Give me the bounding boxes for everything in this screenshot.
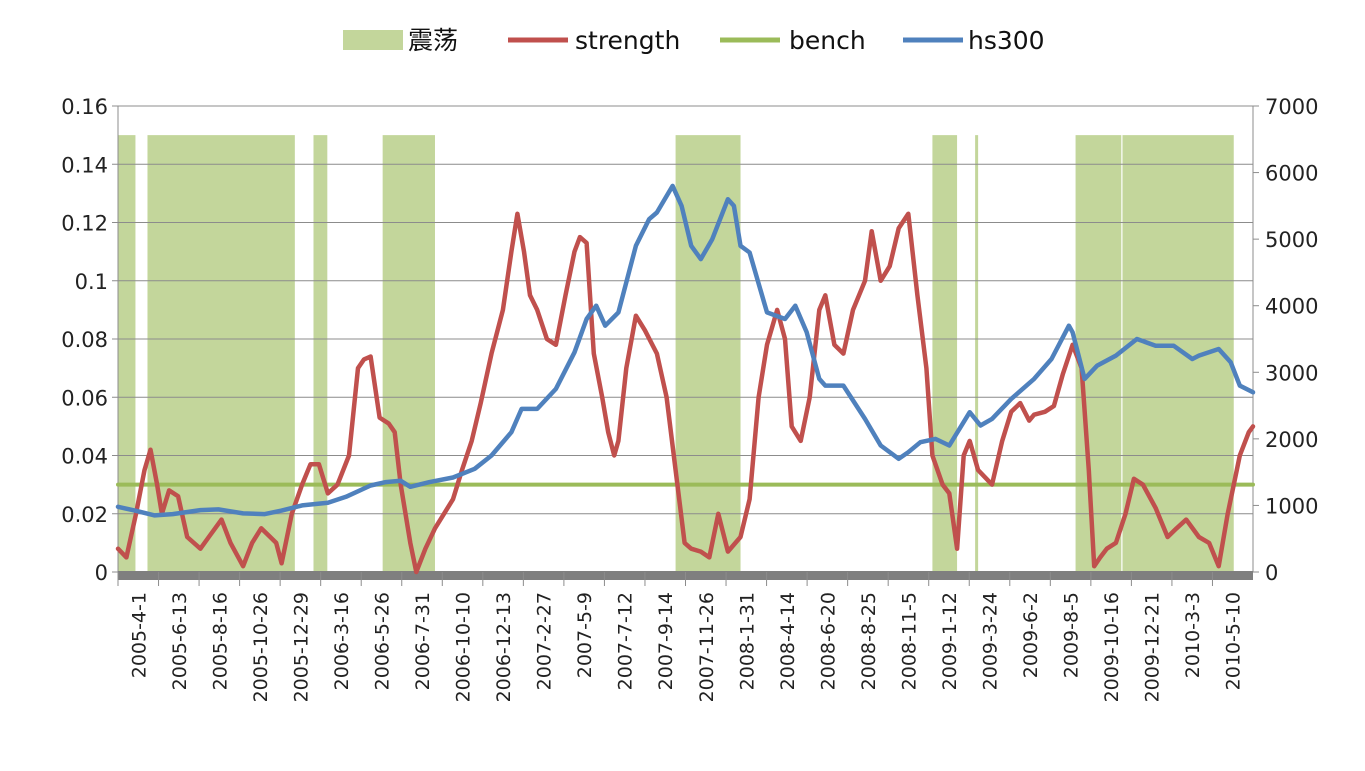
x-axis: 2005-4-1 2005-6-13 2005-8-16 2005-10-26 2005… [117,571,1253,702]
y-right-tick-label: 5000 [1265,228,1318,252]
y-right-tick-label: 1000 [1265,494,1318,518]
y-axis-left: 0 0.02 0.04 0.06 0.08 0.1 0.12 0.14 0.16 [61,95,118,585]
x-tick-label: 2009-6-2 [1020,592,1042,678]
x-tick-label: 2006-5-26 [371,592,393,690]
x-tick-label: 2009-12-21 [1142,592,1164,702]
legend-swatch-0 [343,30,403,50]
x-tick-label: 2009-8-5 [1061,592,1083,678]
series-lines [115,183,1256,575]
x-tick-label: 2008-4-14 [777,592,799,690]
oscillation-bands [118,135,1234,572]
x-tick-label: 2007-5-9 [574,592,596,678]
y-right-tick-label: 6000 [1265,162,1318,186]
y-right-tick-label: 4000 [1265,295,1318,319]
y-right-tick-label: 0 [1265,561,1278,585]
oscillation-band-4 [675,135,741,572]
x-tick-label: 2007-11-26 [696,592,718,702]
y-right-tick-label: 2000 [1265,428,1318,452]
y-right-tick-label: 7000 [1265,95,1318,119]
x-tick-label: 2006-3-16 [331,592,353,690]
oscillation-band-8 [1122,135,1234,572]
oscillation-band-1 [147,135,295,572]
x-tick-label: 2008-8-25 [858,592,880,690]
x-tick-label: 2006-12-13 [493,592,515,702]
legend-label: 震荡 [408,26,458,55]
series-line-hs300 [115,183,1256,518]
y-left-tick-label: 0.04 [61,445,108,469]
x-tick-label: 2007-9-14 [655,592,677,690]
oscillation-band-2 [313,135,328,572]
x-tick-label: 2005-4-1 [128,592,150,678]
oscillation-band-6 [975,135,979,572]
y-left-tick-label: 0.12 [61,212,108,236]
x-tick-label: 2006-7-31 [412,592,434,690]
y-left-tick-label: 0 [95,561,108,585]
x-tick-label: 2005-12-29 [290,592,312,702]
x-tick-label: 2009-3-24 [980,592,1002,690]
oscillation-band-7 [1075,135,1122,572]
x-tick-label: 2009-1-12 [939,592,961,690]
x-tick-label: 2007-2-27 [534,592,556,690]
x-tick-label: 2010-5-10 [1223,592,1245,690]
y-right-tick-label: 3000 [1265,361,1318,385]
legend-label: bench [789,26,866,55]
legend-label: hs300 [968,26,1045,55]
y-left-tick-label: 0.06 [61,386,108,410]
x-tick-label: 2009-10-16 [1101,592,1123,702]
y-left-tick-label: 0.08 [61,328,108,352]
x-tick-label: 2008-1-31 [736,592,758,690]
x-tick-label: 2008-6-20 [817,592,839,690]
y-left-tick-label: 0.02 [61,503,108,527]
oscillation-band-5 [932,135,958,572]
x-tick-label: 2005-6-13 [169,592,191,690]
x-tick-label: 2010-3-3 [1182,592,1204,678]
x-tick-label: 2005-8-16 [209,592,231,690]
x-tick-label: 2007-7-12 [615,592,637,690]
y-left-tick-label: 0.1 [75,270,108,294]
x-tick-label: 2005-10-26 [250,592,272,702]
legend-label: strength [575,26,680,55]
oscillation-band-0 [118,135,136,572]
y-axis-right: 0 1000 2000 3000 4000 5000 6000 7000 [1253,95,1318,585]
series-line-strength [115,211,1256,575]
x-tick-label: 2006-10-10 [453,592,475,702]
y-left-tick-label: 0.14 [61,153,108,177]
y-left-tick-label: 0.16 [61,95,108,119]
legend: 震荡 strength bench hs300 [343,26,1045,55]
oscillation-band-3 [382,135,435,572]
x-tick-label: 2008-11-5 [898,592,920,690]
